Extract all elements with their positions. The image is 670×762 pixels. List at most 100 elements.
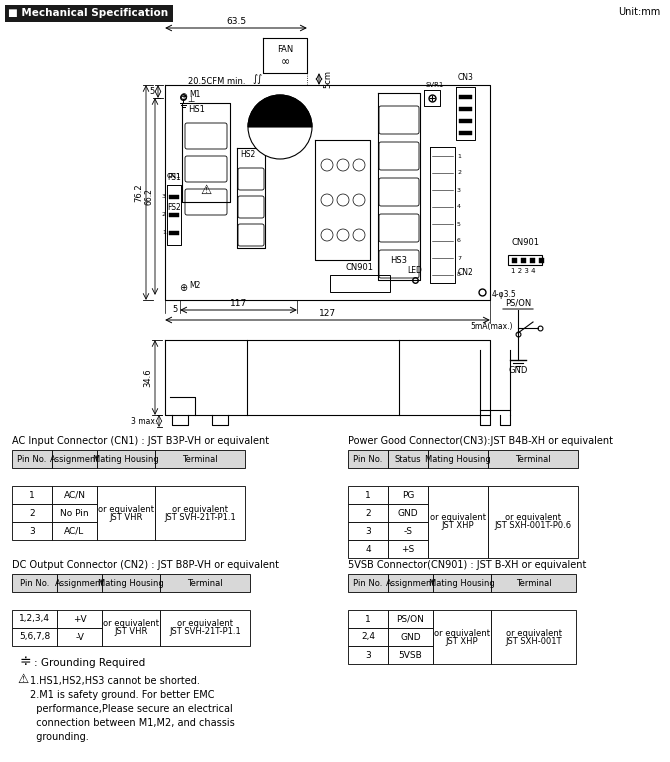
Text: CN1: CN1	[167, 173, 182, 179]
Bar	[348, 540, 388, 558]
Bar	[12, 486, 52, 504]
Bar	[388, 574, 433, 592]
Bar	[459, 95, 472, 99]
Text: 1: 1	[29, 491, 35, 500]
Bar	[52, 522, 97, 540]
Text: JST VHR: JST VHR	[115, 627, 147, 636]
Text: Pin No.: Pin No.	[353, 454, 383, 463]
Text: HS1: HS1	[188, 105, 205, 114]
Text: DC Output Connector (CN2) : JST B8P-VH or equivalent: DC Output Connector (CN2) : JST B8P-VH o…	[12, 560, 279, 570]
Text: 76.2: 76.2	[134, 183, 143, 202]
Text: 3: 3	[365, 527, 371, 536]
Text: AC/L: AC/L	[64, 527, 84, 536]
Text: 5mA(max.): 5mA(max.)	[470, 322, 513, 331]
Bar	[348, 450, 388, 468]
Text: JST SXH-001T-P0.6: JST SXH-001T-P0.6	[494, 521, 572, 530]
Text: PG: PG	[402, 491, 414, 500]
Text: Pin No.: Pin No.	[17, 454, 47, 463]
Bar	[388, 450, 428, 468]
Bar	[348, 646, 388, 664]
Text: 2: 2	[365, 508, 371, 517]
Bar	[388, 540, 428, 558]
Text: 2,4: 2,4	[361, 632, 375, 642]
Text: 34.6: 34.6	[143, 368, 152, 387]
Text: ⚠: ⚠	[200, 184, 212, 197]
Bar	[433, 574, 491, 592]
Bar	[12, 450, 52, 468]
Text: GND: GND	[509, 366, 528, 375]
Bar	[52, 504, 97, 522]
Text: 6: 6	[457, 239, 461, 244]
Bar	[155, 486, 245, 540]
Text: 2: 2	[29, 508, 35, 517]
Text: 127: 127	[319, 309, 336, 318]
Text: Assignment: Assignment	[55, 578, 105, 588]
Bar	[348, 486, 388, 504]
Text: FS2: FS2	[167, 203, 181, 212]
Bar	[388, 486, 428, 504]
Text: +S: +S	[401, 545, 415, 553]
Bar	[102, 574, 160, 592]
Bar	[388, 522, 428, 540]
Text: 4: 4	[457, 204, 461, 210]
Bar	[12, 610, 57, 628]
Text: CN2: CN2	[458, 268, 474, 277]
Text: 5VSB Connector(CN901) : JST B-XH or equivalent: 5VSB Connector(CN901) : JST B-XH or equi…	[348, 560, 586, 570]
Text: CN3: CN3	[458, 73, 474, 82]
Text: ≑: ≑	[20, 654, 31, 668]
Text: or equivalent: or equivalent	[98, 504, 154, 514]
Text: GND: GND	[398, 508, 418, 517]
Text: 20.5CFM min.: 20.5CFM min.	[188, 78, 246, 87]
Text: AC Input Connector (CN1) : JST B3P-VH or equivalent: AC Input Connector (CN1) : JST B3P-VH or…	[12, 436, 269, 446]
Text: Terminal: Terminal	[515, 454, 551, 463]
Bar	[12, 504, 52, 522]
Text: or equivalent: or equivalent	[505, 514, 561, 523]
Bar	[12, 628, 57, 646]
Bar	[348, 504, 388, 522]
Text: performance,Please secure an electrical: performance,Please secure an electrical	[30, 704, 232, 714]
Text: 2.M1 is safety ground. For better EMC: 2.M1 is safety ground. For better EMC	[30, 690, 214, 700]
Bar	[12, 522, 52, 540]
Text: Mating Housing: Mating Housing	[98, 578, 164, 588]
Text: CN901: CN901	[511, 238, 539, 247]
Bar	[160, 610, 250, 646]
Text: ∞: ∞	[280, 57, 289, 67]
Bar	[348, 628, 388, 646]
Bar	[459, 107, 472, 111]
Text: ⊕: ⊕	[179, 92, 187, 102]
Text: Assignment: Assignment	[386, 578, 436, 588]
Bar	[160, 574, 250, 592]
Text: or equivalent: or equivalent	[172, 504, 228, 514]
Text: AC/N: AC/N	[64, 491, 86, 500]
Bar	[521, 258, 526, 263]
Text: 3 max.: 3 max.	[131, 417, 157, 425]
Text: Assignment: Assignment	[50, 454, 99, 463]
Bar	[169, 213, 179, 217]
Bar	[57, 574, 102, 592]
Text: Pin No.: Pin No.	[20, 578, 49, 588]
Text: 5: 5	[457, 222, 461, 226]
Text: JST VHR: JST VHR	[109, 513, 143, 521]
Text: JST SXH-001T: JST SXH-001T	[505, 636, 561, 645]
Text: 5VSB: 5VSB	[399, 651, 422, 659]
Wedge shape	[248, 95, 312, 127]
Text: 3: 3	[457, 187, 461, 193]
Bar	[57, 610, 102, 628]
Text: JST SVH-21T-P1.1: JST SVH-21T-P1.1	[169, 627, 241, 636]
Text: 1: 1	[162, 230, 166, 235]
Bar	[97, 450, 155, 468]
Text: CN901: CN901	[346, 263, 374, 272]
Circle shape	[248, 95, 312, 159]
Text: +V: +V	[72, 614, 86, 623]
Bar	[57, 628, 102, 646]
Text: LED: LED	[407, 266, 423, 275]
Text: FS1: FS1	[167, 173, 181, 182]
Text: 63.5: 63.5	[226, 18, 246, 27]
Bar	[488, 486, 578, 558]
Text: 2: 2	[457, 171, 461, 175]
Text: M2: M2	[189, 281, 200, 290]
Text: connection between M1,M2, and chassis: connection between M1,M2, and chassis	[30, 718, 234, 728]
Text: 7: 7	[457, 255, 461, 261]
Text: FAN: FAN	[277, 46, 293, 55]
Text: 4-φ3.5: 4-φ3.5	[492, 290, 517, 299]
